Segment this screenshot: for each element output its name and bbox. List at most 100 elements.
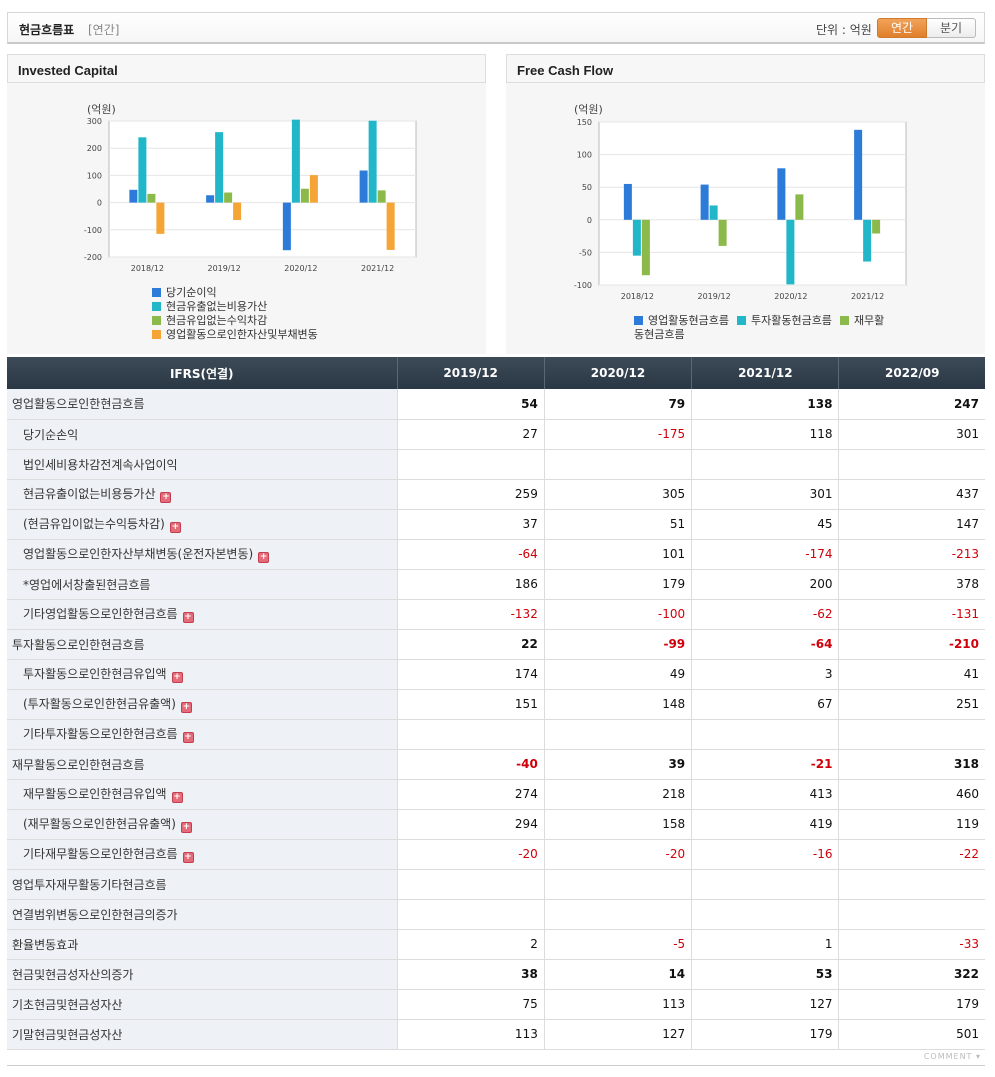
legend-item[interactable]: 현금유출없는비용가산 (152, 300, 318, 314)
legend-item[interactable]: 영업활동으로인한자산및부채변동 (152, 328, 318, 342)
bar-1-3[interactable] (863, 219, 872, 262)
table-row: 기타재무활동으로인한현금흐름 + -20 -20 -16 -22 (7, 839, 985, 870)
legend-item[interactable]: 투자활동현금흐름 (736, 314, 832, 327)
bar-2-1[interactable] (224, 192, 233, 203)
bar-2-0[interactable] (641, 219, 650, 276)
legend-label: 현금유입없는수익차감 (166, 314, 268, 327)
value-cell: 41 (838, 659, 985, 690)
value-cell: 460 (838, 779, 985, 810)
x-tick-label: 2019/12 (208, 264, 241, 273)
bar-0-2[interactable] (282, 202, 291, 251)
legend-item[interactable]: 당기순이익 (152, 286, 318, 300)
row-label: 영업투자재무활동기타현금흐름 (12, 877, 167, 892)
value-cell: 127 (691, 988, 839, 1020)
legend-item[interactable]: 현금유입없는수익차감 (152, 314, 318, 328)
row-label: 재무활동으로인한현금흐름 (12, 757, 145, 772)
value-cell (396, 449, 545, 480)
column-header: 2021/12 (691, 357, 839, 389)
value-cell (543, 868, 692, 900)
value-cell: 127 (543, 1018, 692, 1050)
legend-item[interactable]: 영업활동현금흐름 (634, 314, 729, 327)
comment-bar[interactable]: COMMENT ▾ (7, 1050, 985, 1066)
value-cell: 38 (396, 958, 545, 990)
table-row: 재무활동으로인한현금흐름 -40 39 -21 318 (7, 748, 985, 780)
value-cell (691, 449, 839, 480)
bar-0-3[interactable] (359, 170, 368, 203)
row-label: 당기순손익 (23, 427, 79, 442)
expand-plus-icon[interactable]: + (171, 792, 183, 803)
expand-plus-icon[interactable]: + (182, 732, 194, 743)
tab-quarter-button[interactable]: 분기 (927, 18, 976, 38)
value-cell: 148 (543, 689, 692, 720)
row-label-cell: 환율변동효과 (7, 928, 397, 960)
bar-3-2[interactable] (309, 175, 318, 203)
expand-plus-icon[interactable]: + (180, 702, 192, 713)
value-cell: 158 (543, 809, 692, 840)
bar-2-1[interactable] (718, 219, 727, 246)
bar-3-3[interactable] (386, 202, 395, 250)
value-cell: -64 (691, 628, 839, 660)
bar-1-0[interactable] (138, 137, 147, 203)
value-cell: 138 (691, 389, 839, 420)
bar-2-3[interactable] (872, 219, 881, 234)
bar-2-3[interactable] (377, 190, 386, 203)
row-label-cell: 영업활동으로인한현금흐름 (7, 389, 397, 420)
invested-capital-chart: (억원)300 200 100 0 -100 -200 2018/12 2019/12 2020… (84, 103, 417, 273)
table-row: *영업에서창출된현금흐름 186 179 200 378 (7, 569, 985, 600)
bar-0-1[interactable] (206, 195, 215, 203)
bar-1-2[interactable] (786, 219, 795, 285)
value-cell: 305 (543, 479, 692, 510)
row-label: 기말현금및현금성자산 (12, 1027, 123, 1042)
value-cell (838, 719, 985, 750)
value-cell: 200 (691, 569, 839, 600)
row-label: 영업활동으로인한자산부채변동(운전자본변동) (23, 547, 254, 561)
value-cell (543, 898, 692, 930)
value-cell: 437 (838, 479, 985, 510)
bar-1-1[interactable] (215, 132, 224, 203)
row-label-cell: 재무활동으로인한현금흐름 (7, 748, 397, 780)
row-label: 기타투자활동으로인한현금흐름 (23, 727, 178, 741)
legend-swatch (152, 302, 161, 311)
row-label: 현금및현금성자산의증가 (12, 967, 134, 982)
tab-annual-button[interactable]: 연간 (877, 18, 927, 38)
bar-1-3[interactable] (368, 120, 377, 203)
value-cell: 147 (838, 509, 985, 540)
bar-1-2[interactable] (291, 119, 300, 203)
value-cell: -174 (691, 539, 839, 570)
expand-plus-icon[interactable]: + (182, 852, 194, 863)
bar-0-1[interactable] (700, 184, 709, 220)
value-cell: 179 (691, 1018, 839, 1050)
bar-0-2[interactable] (777, 168, 786, 220)
expand-plus-icon[interactable]: + (258, 552, 270, 563)
legend-item[interactable]: 재무활동현금흐름 (634, 314, 884, 341)
value-cell: 179 (543, 569, 692, 600)
y-tick-label: -200 (84, 253, 102, 262)
expand-plus-icon[interactable]: + (169, 522, 181, 533)
bar-0-0[interactable] (129, 189, 138, 203)
row-label: (재무활동으로인한현금유출액) (23, 817, 176, 831)
bar-2-0[interactable] (147, 193, 156, 203)
bar-2-2[interactable] (300, 188, 309, 203)
bar-2-2[interactable] (795, 194, 804, 220)
bar-3-1[interactable] (233, 202, 242, 221)
row-label: 현금유출이없는비용등가산 (23, 487, 156, 501)
x-tick-label: 2020/12 (774, 292, 807, 301)
value-cell (396, 719, 545, 750)
bar-3-0[interactable] (156, 202, 165, 234)
row-label-cell: (재무활동으로인한현금유출액) + (7, 809, 397, 840)
bar-1-0[interactable] (632, 219, 641, 256)
bar-0-3[interactable] (854, 129, 863, 220)
row-label: 기타영업활동으로인한현금흐름 (23, 607, 178, 621)
comment-toggle[interactable]: COMMENT ▾ (923, 1052, 981, 1061)
bar-0-0[interactable] (623, 183, 632, 220)
expand-plus-icon[interactable]: + (171, 672, 183, 683)
y-tick-label: 150 (577, 118, 592, 127)
legend-label: 당기순이익 (166, 286, 217, 299)
value-cell (396, 898, 545, 930)
expand-plus-icon[interactable]: + (180, 822, 192, 833)
expand-plus-icon[interactable]: + (182, 612, 194, 623)
row-label: *영업에서창출된현금흐름 (23, 577, 151, 592)
expand-plus-icon[interactable]: + (160, 492, 172, 503)
bar-1-1[interactable] (709, 205, 718, 220)
